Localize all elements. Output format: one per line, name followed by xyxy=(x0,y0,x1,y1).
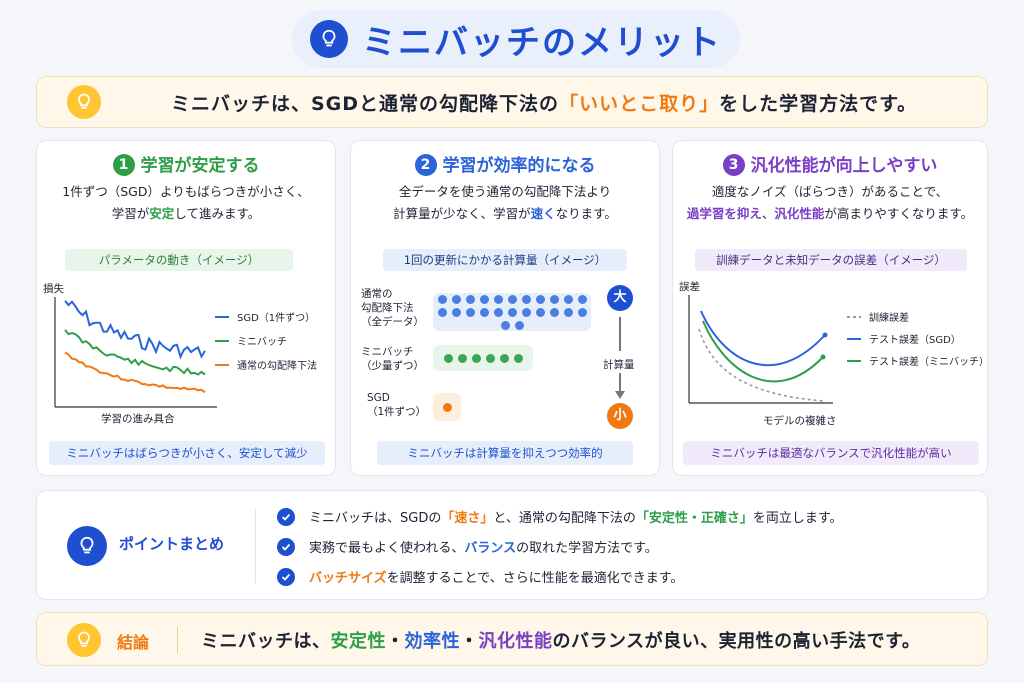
summary-item-1: ミニバッチは、SGDの 「速さ」 と、通常の勾配降下法の 「安定性・正確さ」 を両立しま… xyxy=(277,507,843,526)
compute-dot xyxy=(479,307,489,317)
compute-dot xyxy=(535,294,545,304)
panel-footer: ミニバッチはばらつきが小さく、安定して減少 xyxy=(49,441,325,465)
compute-dot xyxy=(437,307,447,317)
panel-title: 1 学習が安定する xyxy=(37,151,335,176)
small-badge: 小 xyxy=(607,403,633,429)
compute-dot xyxy=(507,294,517,304)
row-label-sgd: SGD （1件ずつ） xyxy=(367,392,427,418)
legend-sgd: SGD（1件ずつ） xyxy=(215,309,315,324)
compute-dot xyxy=(549,294,559,304)
chart-caption: 訓練データと未知データの誤差（イメージ） xyxy=(695,249,967,271)
legend-minibatch: ミニバッチ xyxy=(215,333,287,348)
panel-description: 全データを使う通常の勾配降下法より 計算量が少なく、学習が速くなります。 xyxy=(393,184,617,221)
compute-dot xyxy=(577,294,587,304)
compute-dot xyxy=(465,294,475,304)
compute-dot xyxy=(493,307,503,317)
panel-stability: 1 学習が安定する 1件ずつ（SGD）よりもばらつきが小さく、 学習が安定して進み… xyxy=(36,140,336,476)
panel-description: 適度なノイズ（ばらつき）があることで、 過学習を抑え、汎化性能が高まりやすくなり… xyxy=(686,184,974,221)
y-axis-label: 損失 xyxy=(43,283,64,295)
compute-dot xyxy=(437,294,447,304)
compute-dot xyxy=(507,307,517,317)
gd-line xyxy=(64,351,206,394)
divider xyxy=(255,509,256,583)
summary-section: ポイントまとめ ミニバッチは、SGDの 「速さ」 と、通常の勾配降下法の 「安定性・正… xyxy=(36,490,988,600)
row-label-minibatch: ミニバッチ （少量ずつ） xyxy=(361,346,424,372)
summary-item-3: バッチサイズ を調整することで、さらに性能を最適化できます。 xyxy=(277,567,683,586)
compute-dot xyxy=(521,294,531,304)
minibatch-line xyxy=(64,329,206,376)
panel-footer: ミニバッチは最適なバランスで汎化性能が高い xyxy=(683,441,979,465)
panel-title: 3 汎化性能が向上しやすい xyxy=(673,151,987,176)
page-title: ミニバッチのメリット xyxy=(362,22,722,63)
loss-chart xyxy=(54,297,217,408)
large-badge: 大 xyxy=(607,285,633,311)
conclusion-text: ミニバッチは、安定性・効率性・汎化性能のバランスが良い、実用性の高い手法です。 xyxy=(201,631,921,652)
y-axis-label: 誤差 xyxy=(679,281,700,293)
compute-dot xyxy=(577,307,587,317)
compute-dot xyxy=(500,320,510,330)
intro-text: ミニバッチは、SGDと通常の勾配降下法の「いいとこ取り」をした学習方法です。 xyxy=(171,92,918,115)
compute-dot xyxy=(549,307,559,317)
legend-test-sgd: テスト誤差（SGD） xyxy=(847,331,961,346)
dots-minibatch xyxy=(433,345,533,371)
row-label-gd: 通常の 勾配降下法 （全データ） xyxy=(361,288,424,328)
compute-dot xyxy=(479,294,489,304)
train-error-line xyxy=(698,328,824,402)
lightbulb-icon xyxy=(67,623,101,657)
panel-title: 2 学習が効率的になる xyxy=(351,151,659,176)
legend-test-minibatch: テスト誤差（ミニバッチ） xyxy=(847,353,989,368)
compute-dot xyxy=(485,353,495,363)
conclusion-section: 結論 ミニバッチは、安定性・効率性・汎化性能のバランスが良い、実用性の高い手法で… xyxy=(36,612,988,666)
test-error-minibatch-line xyxy=(702,320,824,383)
compute-dot xyxy=(451,307,461,317)
arrow-down-icon xyxy=(615,317,625,399)
compute-dot xyxy=(465,307,475,317)
compute-dot xyxy=(499,353,509,363)
compute-dot xyxy=(457,353,467,363)
panel-description: 1件ずつ（SGD）よりもばらつきが小さく、 学習が安定して進みます。 xyxy=(62,184,310,221)
compute-dot xyxy=(563,307,573,317)
check-icon xyxy=(277,567,295,586)
test-error-sgd-line xyxy=(700,310,826,367)
lightbulb-icon xyxy=(67,526,107,566)
summary-item-2: 実務で最もよく使われる、 バランス の取れた学習方法です。 xyxy=(277,537,658,556)
compute-dot xyxy=(451,294,461,304)
compute-dot xyxy=(514,320,524,330)
compute-dot xyxy=(443,353,453,363)
divider xyxy=(177,627,178,653)
intro-banner: ミニバッチは、SGDと通常の勾配降下法の「いいとこ取り」をした学習方法です。 xyxy=(36,76,988,128)
error-chart xyxy=(688,295,833,404)
chart-caption: パラメータの動き（イメージ） xyxy=(65,249,293,271)
legend-gd: 通常の勾配降下法 xyxy=(215,357,317,372)
compute-dot xyxy=(442,402,452,412)
compute-dot xyxy=(493,294,503,304)
compute-dot xyxy=(513,353,523,363)
panel-efficiency: 2 学習が効率的になる 全データを使う通常の勾配降下法より 計算量が少なく、学習が… xyxy=(350,140,660,476)
lightbulb-icon xyxy=(67,85,101,119)
dots-sgd xyxy=(433,393,461,421)
compute-dot xyxy=(471,353,481,363)
panel-generalization: 3 汎化性能が向上しやすい 適度なノイズ（ばらつき）があることで、 過学習を抑え、… xyxy=(672,140,989,476)
compute-dot xyxy=(563,294,573,304)
intro-highlight: 「いいとこ取り」 xyxy=(559,92,720,115)
summary-title: ポイントまとめ xyxy=(119,535,225,553)
lightbulb-icon xyxy=(310,20,348,58)
x-axis-label: モデルの複雑さ xyxy=(763,415,837,427)
compute-dot xyxy=(535,307,545,317)
check-icon xyxy=(277,507,295,526)
legend-train: 訓練誤差 xyxy=(847,309,909,324)
compute-axis-label: 計算量 xyxy=(603,359,635,371)
check-icon xyxy=(277,537,295,556)
chart-caption: 1回の更新にかかる計算量（イメージ） xyxy=(383,249,627,271)
x-axis-label: 学習の進み具合 xyxy=(101,413,175,425)
conclusion-label: 結論 xyxy=(117,633,150,652)
sgd-line xyxy=(64,300,206,360)
dots-gd xyxy=(433,293,591,331)
title-banner: ミニバッチのメリット xyxy=(292,10,740,68)
panel-footer: ミニバッチは計算量を抑えつつ効率的 xyxy=(377,441,633,465)
compute-dot xyxy=(521,307,531,317)
